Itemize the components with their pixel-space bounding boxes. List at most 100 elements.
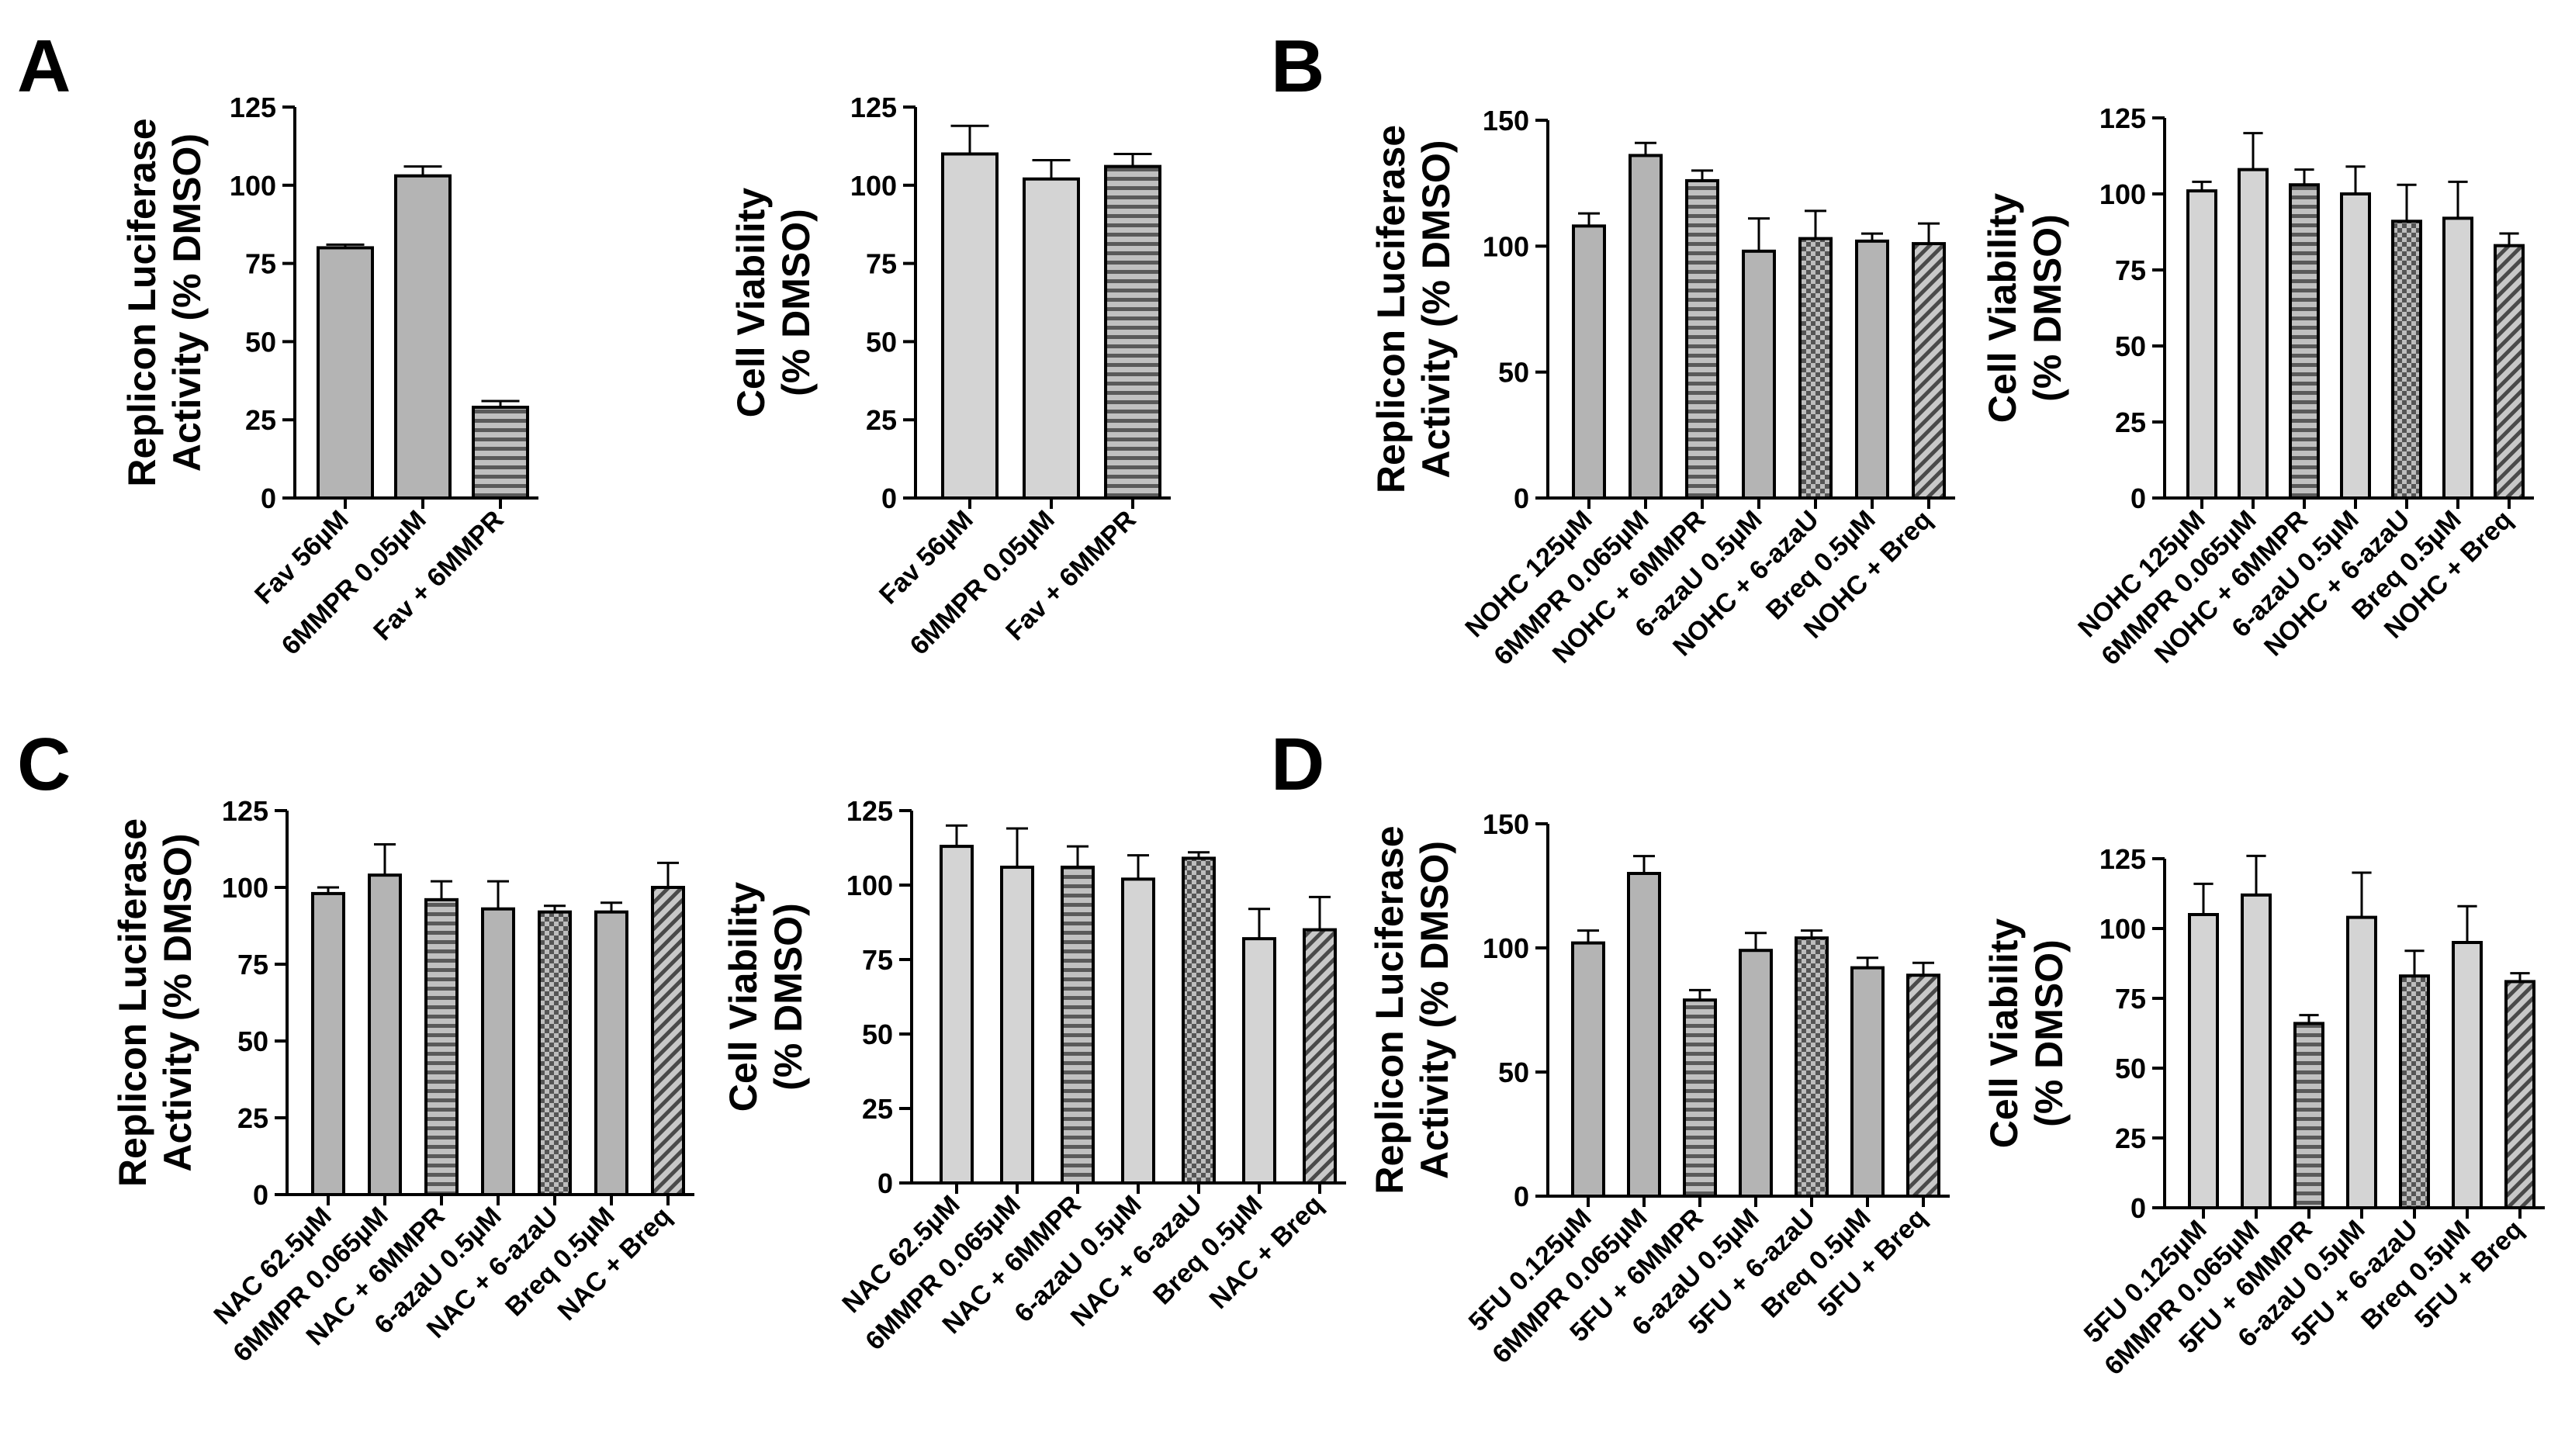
bar [1303, 928, 1337, 1185]
y-tick-label: 50 [1498, 1057, 1529, 1088]
bar [1795, 936, 1829, 1198]
bar [1242, 937, 1276, 1185]
bar [1572, 224, 1606, 500]
y-tick-label: 25 [862, 1093, 893, 1125]
y-tick-label: 100 [230, 170, 276, 202]
bar [424, 897, 459, 1196]
bar [2289, 183, 2320, 500]
y-tick-label: 75 [2115, 983, 2146, 1015]
bar [2391, 220, 2422, 500]
bar [1912, 242, 1946, 500]
y-tick-label: 125 [2099, 102, 2146, 134]
bar [2504, 980, 2535, 1210]
bar [2340, 192, 2371, 500]
y-axis-title: Replicon Luciferase [1369, 125, 1413, 493]
bar [1182, 856, 1216, 1185]
bar [1739, 949, 1773, 1198]
bar [2238, 168, 2269, 500]
y-tick-label: 75 [237, 949, 268, 980]
y-tick-label: 50 [862, 1019, 893, 1050]
bar [1104, 164, 1161, 500]
y-tick-label: 25 [245, 404, 276, 436]
bar [1742, 249, 1776, 500]
bar [2293, 1022, 2324, 1210]
y-tick-label: 100 [2099, 178, 2146, 210]
y-tick-label: 50 [866, 326, 897, 358]
panel-letter-b: B [1271, 25, 1324, 108]
y-axis-title: (% DMSO) [2026, 214, 2069, 402]
y-tick-label: 75 [862, 944, 893, 976]
y-axis-title: Cell Viability [729, 188, 773, 418]
bar [941, 152, 999, 500]
bar [311, 891, 345, 1197]
chart-c-replicon: 0 25 50 75 100 125 Replicon Luciferase Activity… [111, 795, 694, 1368]
category-label: 6MMPR 0.05µM [276, 505, 432, 661]
bar [394, 174, 452, 500]
bar [2186, 189, 2217, 500]
bar [2346, 915, 2377, 1209]
bar [1850, 966, 1885, 1198]
bar [940, 845, 974, 1185]
category-label: 6MMPR 0.05µM [905, 505, 1061, 661]
y-tick-label: 75 [866, 248, 897, 280]
bar [472, 406, 529, 500]
y-axis-title: (% DMSO) [767, 903, 810, 1091]
y-axis-title: Cell Viability [1982, 918, 2026, 1149]
bar [1000, 865, 1034, 1185]
y-tick-label: 25 [237, 1102, 268, 1134]
chart-b-replicon: 0 50 100 150 Replicon Luciferase Activity (% … [1369, 105, 1955, 671]
y-tick-label: 150 [1483, 105, 1529, 137]
y-tick-label: 75 [2115, 254, 2146, 286]
bar [2442, 216, 2473, 500]
y-axis-title: (% DMSO) [2027, 939, 2071, 1127]
bar [2452, 941, 2483, 1209]
bar [368, 873, 402, 1197]
bar [594, 910, 628, 1197]
bar [317, 246, 374, 500]
y-tick-label: 100 [850, 170, 897, 202]
y-tick-label: 125 [846, 795, 893, 827]
y-tick-label: 100 [846, 870, 893, 901]
y-tick-label: 50 [245, 326, 276, 358]
y-tick-label: 0 [261, 482, 276, 514]
y-tick-label: 100 [1483, 932, 1529, 964]
y-tick-label: 25 [2115, 1122, 2146, 1154]
y-tick-label: 100 [1483, 230, 1529, 262]
bar [1629, 154, 1663, 500]
bar [1685, 178, 1719, 500]
y-tick-label: 150 [1483, 808, 1529, 840]
y-tick-label: 75 [245, 248, 276, 280]
y-tick-label: 100 [2099, 913, 2146, 945]
y-tick-label: 0 [2130, 482, 2146, 514]
y-tick-label: 0 [881, 482, 897, 514]
y-axis-title: Activity (% DMSO) [1414, 140, 1458, 478]
y-axis-title: (% DMSO) [774, 209, 818, 396]
y-tick-label: 0 [253, 1179, 268, 1211]
y-tick-label: 50 [237, 1025, 268, 1057]
y-tick-label: 0 [1514, 482, 1529, 514]
bar [1061, 865, 1095, 1185]
bar [1855, 239, 1889, 500]
y-tick-label: 50 [1498, 357, 1529, 389]
y-axis-title: Activity (% DMSO) [156, 833, 199, 1171]
y-tick-label: 50 [2115, 1053, 2146, 1084]
bar [481, 907, 515, 1196]
y-axis-title: Activity (% DMSO) [1413, 841, 1456, 1179]
panel-letter-c: C [17, 723, 71, 806]
y-axis-title: Replicon Luciferase [1368, 825, 1411, 1194]
bar [2399, 974, 2430, 1209]
y-axis-title: Activity (% DMSO) [165, 133, 209, 472]
bar [1627, 872, 1661, 1198]
y-tick-label: 125 [850, 92, 897, 123]
chart-d-replicon: 0 50 100 150 Replicon Luciferase Activity (% … [1368, 808, 1950, 1369]
y-tick-label: 0 [2130, 1192, 2146, 1224]
panel-letter-a: A [17, 25, 71, 108]
y-tick-label: 100 [222, 872, 268, 904]
y-tick-label: 125 [230, 92, 276, 123]
bar [2188, 913, 2219, 1209]
bar [1571, 941, 1605, 1198]
